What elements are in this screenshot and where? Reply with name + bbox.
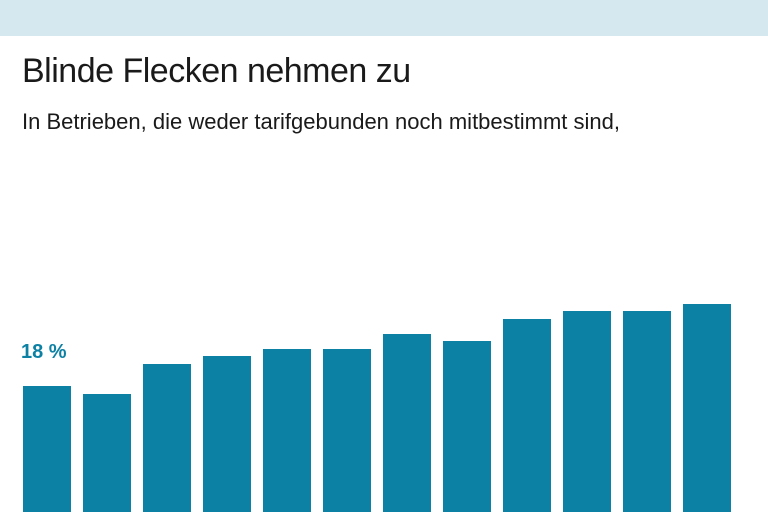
bar xyxy=(443,341,491,512)
bar xyxy=(263,349,311,512)
chart-title: Blinde Flecken nehmen zu xyxy=(22,52,768,91)
bar-chart: 18 % xyxy=(22,221,768,512)
bar xyxy=(563,311,611,512)
bar xyxy=(503,319,551,512)
bar xyxy=(23,386,71,512)
bar xyxy=(683,304,731,512)
bars-container xyxy=(23,304,731,512)
bar xyxy=(323,349,371,512)
chart-subtitle: In Betrieben, die weder tarifgebunden no… xyxy=(22,109,768,135)
bar xyxy=(623,311,671,512)
bar xyxy=(83,394,131,512)
header-band xyxy=(0,0,768,36)
bar xyxy=(383,334,431,512)
bar xyxy=(143,364,191,512)
bar xyxy=(203,356,251,512)
content-wrapper: Blinde Flecken nehmen zu In Betrieben, d… xyxy=(0,52,768,512)
